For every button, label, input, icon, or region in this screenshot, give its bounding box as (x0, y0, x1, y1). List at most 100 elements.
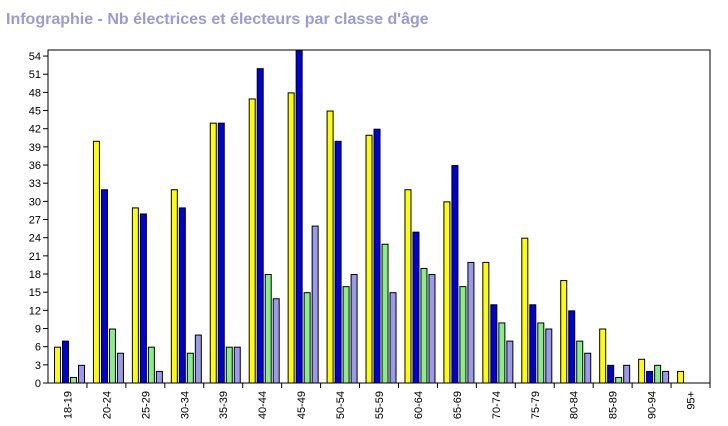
bar (248, 98, 256, 384)
bar (100, 189, 108, 384)
bar (147, 346, 155, 384)
bar (217, 122, 225, 384)
x-tick-label: 30-34 (179, 391, 191, 419)
bar (607, 364, 615, 384)
bar (155, 370, 163, 384)
bar (490, 304, 498, 384)
bar (677, 370, 685, 384)
bar (108, 328, 116, 384)
x-tick-label: 65-69 (452, 391, 464, 419)
bar (170, 189, 178, 384)
bar (225, 346, 233, 384)
x-tick-label: 20-24 (101, 391, 113, 419)
bar (209, 122, 217, 384)
bar (334, 140, 342, 384)
x-tick-label: 75-79 (530, 391, 542, 419)
y-tick-label: 54 (29, 51, 41, 63)
bar (521, 237, 529, 384)
bar (498, 322, 506, 384)
x-tick-label: 50-54 (335, 391, 347, 419)
bar (287, 92, 295, 384)
x-tick-label: 55-59 (374, 391, 386, 419)
x-tick-label: 80-84 (569, 391, 581, 419)
bar (428, 274, 436, 384)
bar (131, 207, 139, 384)
y-tick-label: 51 (29, 69, 41, 81)
y-tick-label: 18 (29, 269, 41, 281)
x-tick-label: 90-94 (647, 391, 659, 419)
y-tick-label: 27 (29, 215, 41, 227)
y-tick-label: 39 (29, 142, 41, 154)
x-tick-label: 40-44 (257, 391, 269, 419)
bar (412, 231, 420, 384)
x-tick-label: 18-19 (62, 391, 74, 419)
bar (272, 298, 280, 384)
bar (373, 128, 381, 384)
bar (654, 364, 662, 384)
bar (194, 334, 202, 384)
y-tick-label: 33 (29, 178, 41, 190)
bar (623, 364, 631, 384)
bar (264, 274, 272, 384)
x-tick-label: 70-74 (491, 391, 503, 419)
bar (256, 68, 264, 384)
bar (381, 243, 389, 384)
y-tick-label: 30 (29, 196, 41, 208)
bar (186, 352, 194, 384)
bar (54, 346, 61, 384)
bar (404, 189, 412, 384)
bar (70, 376, 77, 384)
chart-title: Infographie - Nb électrices et électeurs… (6, 11, 429, 28)
bar (342, 286, 350, 384)
y-tick-label: 42 (29, 124, 41, 136)
y-tick-label: 15 (29, 287, 41, 299)
bar (662, 370, 670, 384)
bar (529, 304, 537, 384)
bar (78, 364, 85, 384)
x-tick-label: 95+ (686, 391, 698, 410)
bar (584, 352, 592, 384)
bar (576, 340, 584, 384)
bar (178, 207, 186, 384)
y-tick-label: 36 (29, 160, 41, 172)
bar (92, 140, 100, 384)
bar (420, 267, 428, 384)
x-tick-label: 60-64 (413, 391, 425, 419)
y-tick-label: 0 (35, 378, 41, 390)
bar (116, 352, 124, 384)
bar (139, 213, 147, 384)
bar (233, 346, 241, 384)
bar (62, 340, 69, 384)
bar (451, 165, 459, 384)
bar (365, 134, 373, 384)
bar (389, 292, 397, 384)
bar (646, 370, 654, 384)
x-tick-label: 35-39 (218, 391, 230, 419)
x-tick-label: 85-89 (608, 391, 620, 419)
bar (326, 110, 334, 384)
bar (295, 50, 303, 384)
bar (506, 340, 514, 384)
bar (615, 376, 623, 384)
y-tick-label: 24 (29, 233, 41, 245)
bar (303, 292, 311, 384)
y-tick-label: 9 (35, 324, 41, 336)
y-tick-label: 48 (29, 87, 41, 99)
y-tick-label: 12 (29, 305, 41, 317)
bar (545, 328, 553, 384)
bar (560, 280, 568, 384)
bar (311, 225, 319, 384)
bar (459, 286, 467, 384)
bar (568, 310, 576, 384)
x-tick-label: 25-29 (140, 391, 152, 419)
y-tick-label: 21 (29, 251, 41, 263)
y-tick-label: 3 (35, 360, 41, 372)
bar (537, 322, 545, 384)
x-tick-label: 45-49 (296, 391, 308, 419)
bar (443, 201, 451, 384)
y-tick-label: 6 (35, 342, 41, 354)
bar (599, 328, 607, 384)
bar (467, 261, 475, 384)
bar (350, 274, 358, 384)
